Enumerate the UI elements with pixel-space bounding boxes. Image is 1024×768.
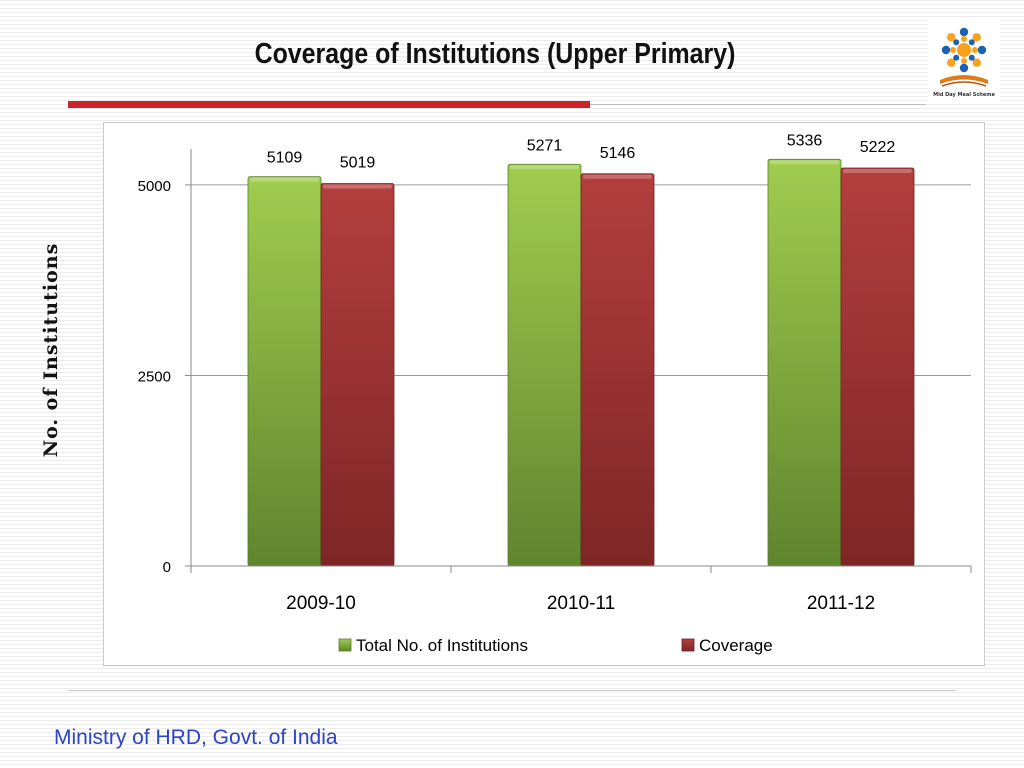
logo-figure-body (953, 39, 960, 46)
y-tick-label: 0 (163, 559, 171, 576)
logo-emblem-icon (940, 27, 988, 87)
legend-label: Coverage (699, 636, 773, 655)
logo-figure (959, 63, 969, 73)
bar-coverage (580, 173, 655, 567)
bar-highlight (323, 184, 392, 189)
bar-coverage (320, 183, 395, 567)
slide-title: Coverage of Institutions (Upper Primary) (254, 38, 736, 70)
data-label: 5222 (860, 139, 896, 156)
bar-highlight (843, 168, 912, 173)
footer-text: Ministry of HRD, Govt. of India (54, 726, 338, 749)
y-tick-label: 5000 (138, 178, 171, 195)
logo-figure (947, 33, 956, 42)
logo-figure (947, 58, 956, 67)
bar-total (507, 163, 582, 567)
logo-figure (972, 58, 981, 67)
y-axis-title: No. of Institutions (40, 242, 62, 458)
bar-total (767, 158, 842, 567)
legend-swatch-total (338, 638, 352, 652)
title-accent-bar (68, 101, 590, 108)
footer-divider-line (68, 690, 956, 691)
x-tick-label: 2011-12 (807, 593, 875, 614)
data-label: 5109 (267, 150, 303, 167)
logo-figure-body (968, 54, 975, 61)
logo-figure-body (953, 54, 960, 61)
data-label: 5271 (527, 137, 563, 154)
bar-highlight (250, 177, 319, 182)
data-label: 5336 (787, 132, 823, 149)
legend-swatch-coverage (681, 638, 695, 652)
logo-figure-body (961, 36, 967, 42)
bar-total (247, 176, 322, 567)
x-tick-label: 2010-11 (547, 593, 615, 614)
data-label: 5146 (600, 145, 636, 162)
title-divider-line (590, 104, 926, 105)
logo-figure (959, 27, 969, 37)
mid-day-meal-logo: Mid Day Meal Scheme (928, 18, 1000, 104)
logo-figure-body (968, 39, 975, 46)
logo-figure (941, 45, 951, 55)
bar-highlight (583, 174, 652, 179)
x-tick-label: 2009-10 (286, 593, 356, 614)
logo-figure-body (961, 58, 967, 64)
bar-highlight (770, 160, 839, 165)
logo-caption: Mid Day Meal Scheme (933, 92, 995, 98)
bar-highlight (510, 165, 579, 170)
logo-figure (972, 33, 981, 42)
legend-label: Total No. of Institutions (356, 636, 528, 655)
chart-frame: 5109 5019 5271 5146 5336 5222 0 2500 5000 2009-1… (103, 122, 985, 666)
bar-coverage (840, 167, 915, 567)
logo-figure (977, 45, 987, 55)
data-label: 5019 (340, 154, 376, 171)
y-tick-label: 2500 (138, 368, 171, 385)
bar-chart: 5109 5019 5271 5146 5336 5222 0 2500 5000 2009-1… (138, 132, 972, 655)
logo-figure-body (950, 47, 956, 53)
logo-figure-body (972, 47, 978, 53)
